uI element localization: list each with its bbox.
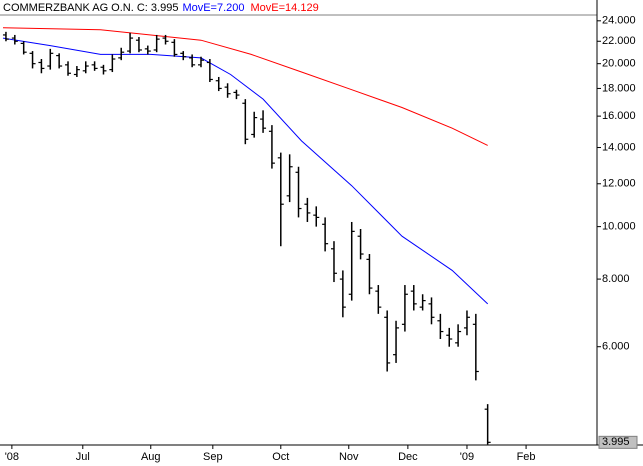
y-tick-label: 6.000	[602, 341, 630, 353]
x-tick-label: Jul	[76, 451, 90, 463]
y-tick-label: 24.000	[602, 15, 636, 27]
x-tick-label: '08	[5, 451, 19, 463]
legend-entry: MovE=7.200	[182, 2, 244, 14]
y-tick-label: 18.000	[602, 82, 636, 94]
chart-title: COMMERZBANK AG O.N. C: 3.995	[3, 2, 178, 14]
x-tick-label: Nov	[339, 451, 359, 463]
y-tick-label: 8.000	[602, 273, 630, 285]
last-price-label: 3.995	[602, 436, 630, 448]
moving-average-line	[2, 37, 489, 305]
x-tick-label: '09	[460, 451, 474, 463]
x-tick-label: Feb	[517, 451, 536, 463]
x-tick-label: Oct	[272, 451, 289, 463]
y-tick-label: 12.000	[602, 178, 636, 190]
y-tick-label: 20.000	[602, 58, 636, 70]
y-tick-label: 14.000	[602, 141, 636, 153]
y-tick-label: 10.000	[602, 221, 636, 233]
x-tick-label: Aug	[141, 451, 161, 463]
legend-entry: MovE=14.129	[251, 2, 319, 14]
y-tick-label: 22.000	[602, 35, 636, 47]
moving-average-line	[2, 27, 488, 146]
x-tick-label: Dec	[398, 451, 418, 463]
last-price-box	[598, 435, 638, 449]
x-tick-label: Sep	[203, 451, 223, 463]
y-tick-label: 16.000	[602, 110, 636, 122]
